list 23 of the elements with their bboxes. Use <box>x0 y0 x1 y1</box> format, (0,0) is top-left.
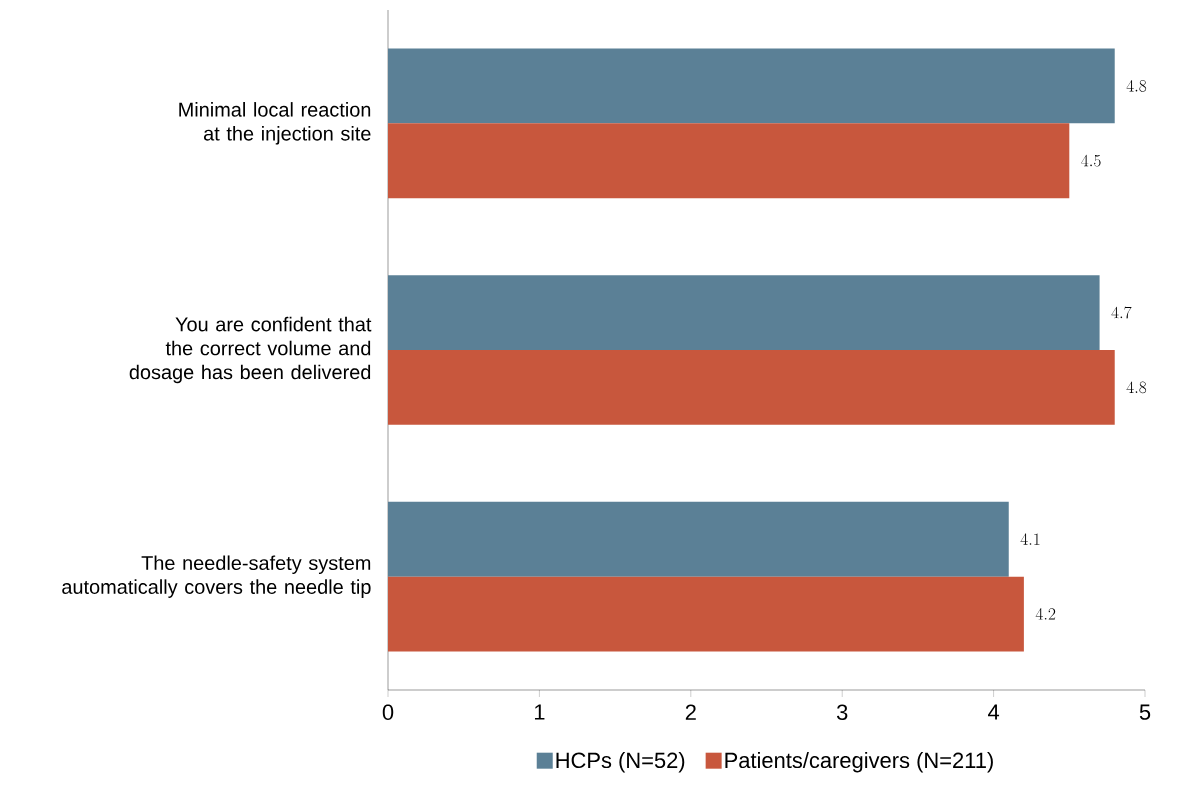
x-tick-label: 3 <box>836 704 848 721</box>
x-tick-label: 2 <box>685 704 696 720</box>
bar <box>388 275 1100 350</box>
data-label: 4.8 <box>1126 381 1147 394</box>
legend-label: Patients/caregivers (N=211) <box>725 751 993 773</box>
legend-label: HCPs (N=52) <box>556 751 685 773</box>
bar <box>388 123 1070 199</box>
data-label: 4.5 <box>1081 154 1101 167</box>
x-tick-label: 1 <box>534 704 545 720</box>
data-label: 4.8 <box>1126 79 1147 92</box>
bar <box>388 350 1115 425</box>
bar <box>388 501 1009 577</box>
bar <box>388 48 1115 124</box>
data-label: 4. 1 <box>1020 533 1040 545</box>
y-tick-label: Minimal local reaction at the injection site <box>179 102 371 145</box>
bar <box>388 576 1024 652</box>
data-label: 4.7 <box>1111 306 1132 319</box>
y-tick-label: The needle-safety system automatically covers the needle tip <box>62 555 371 598</box>
data-label: 4.2 <box>1035 608 1056 620</box>
x-tick-label: 4 <box>988 704 1000 720</box>
x-tick-label: 0 <box>382 704 394 721</box>
x-tick-label: 5 <box>1139 704 1151 720</box>
y-tick-label: You are confident that the correct volume and dosage has been delivered <box>129 316 372 384</box>
